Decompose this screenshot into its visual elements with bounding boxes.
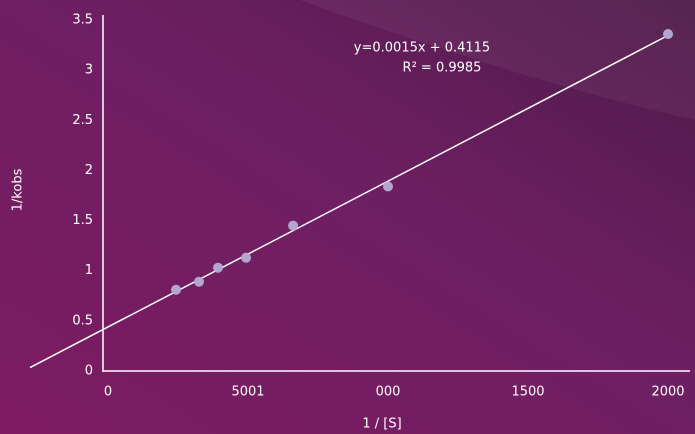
y-tick-label: 0 <box>85 364 93 379</box>
point <box>663 29 673 40</box>
point <box>383 181 393 192</box>
point <box>194 276 204 287</box>
point <box>241 252 252 263</box>
x-tick-label: 000 <box>376 385 401 400</box>
trendline <box>29 33 671 369</box>
point <box>213 262 224 273</box>
x-tick-label: 0 <box>104 385 112 400</box>
y-tick-label: 2.5 <box>72 113 93 128</box>
x-axis-label: 1 / [S] <box>362 417 401 432</box>
y-tick-label: 3 <box>85 63 93 78</box>
y-tick-label: 1 <box>85 263 93 278</box>
y-axis-label: 1/kobs <box>11 168 26 211</box>
x-tick-label: 2000 <box>651 385 684 400</box>
equation: y=0.0015x + 0.4115 <box>354 41 490 56</box>
y-tick-label: 2 <box>85 163 93 178</box>
point <box>171 284 182 295</box>
point <box>288 220 299 231</box>
y-tick-label: 3.5 <box>72 13 93 28</box>
y-tick-label: 0.5 <box>72 313 93 328</box>
background-shape <box>300 0 695 120</box>
y-tick-label: 1.5 <box>72 213 93 228</box>
x-tick-label: 5001 <box>231 385 264 400</box>
r-squared: R² = 0.9985 <box>403 61 482 76</box>
x-tick-label: 1500 <box>511 385 544 400</box>
